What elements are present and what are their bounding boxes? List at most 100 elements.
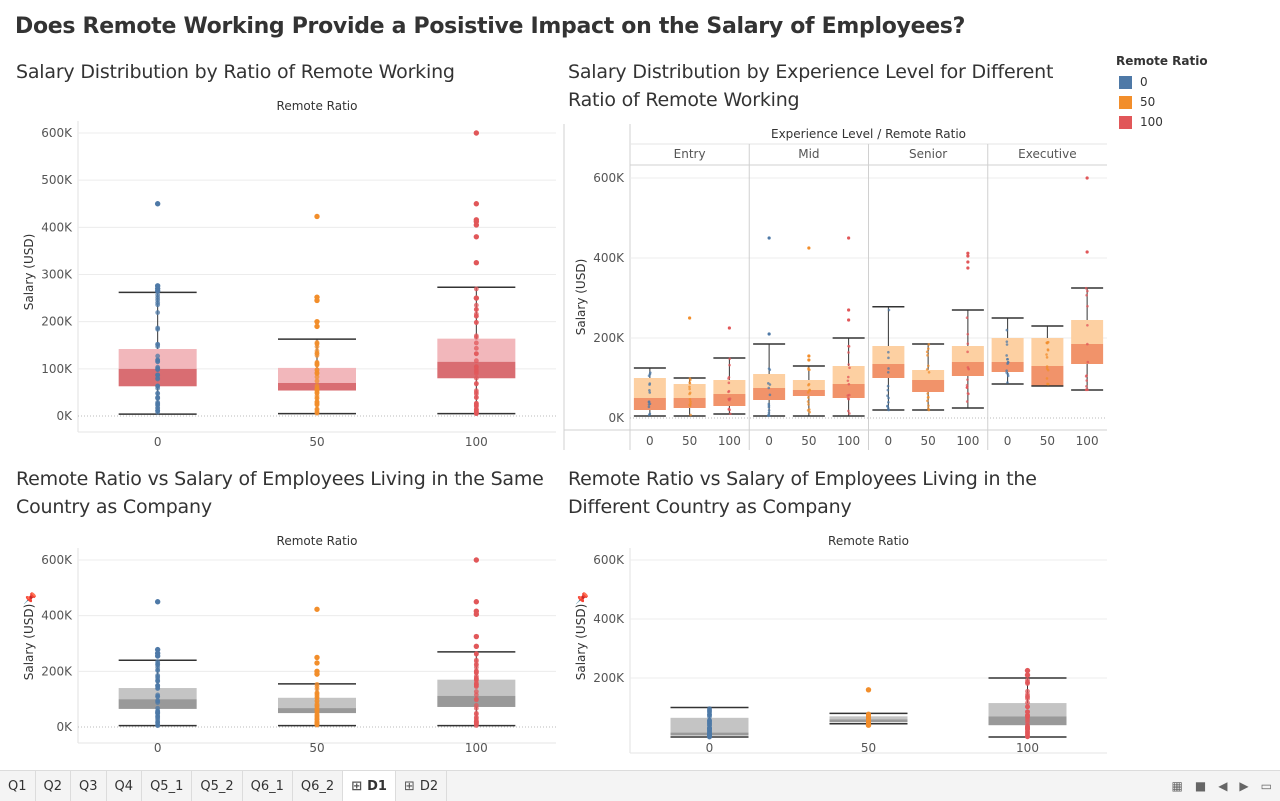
chart-2-point <box>967 367 970 371</box>
chart-2-point <box>767 402 771 406</box>
chart-4-ylabel: Salary (USD) <box>574 604 588 681</box>
chart-3-point <box>473 717 479 723</box>
legend-item-0[interactable]: 0 <box>1116 72 1208 92</box>
chart-1-point <box>314 371 320 377</box>
tab-q4[interactable]: Q4 <box>107 771 143 801</box>
chart-2-point <box>886 404 889 408</box>
chart-2-point <box>847 382 851 386</box>
chart-3-point <box>314 701 320 707</box>
tab-q6-1[interactable]: Q6_1 <box>243 771 293 801</box>
tab-d1[interactable]: ⊞ D1 <box>343 771 396 801</box>
chart-3-point <box>473 664 479 670</box>
chart-1-point <box>314 350 320 356</box>
chart-2-point <box>965 400 969 403</box>
tab-q6-2[interactable]: Q6_2 <box>293 771 344 801</box>
filmstrip-icon[interactable]: ■ <box>1194 779 1207 793</box>
chart-2-point <box>647 405 651 409</box>
chart-2-point <box>925 368 929 371</box>
chart-2-point <box>648 402 652 406</box>
chart-2-outlier <box>727 326 731 330</box>
tab-q3-label: Q3 <box>79 778 98 794</box>
chart-2-point <box>1006 374 1010 378</box>
chart-4-x-label: 0 <box>706 741 714 755</box>
chart-1-outlier <box>473 130 480 136</box>
chart-2-x-label: 50 <box>682 434 697 448</box>
next-sheet-icon[interactable]: ▶ <box>1239 779 1249 793</box>
tab-q2[interactable]: Q2 <box>36 771 72 801</box>
chart-2-point <box>689 413 692 417</box>
tab-d2[interactable]: ⊞ D2 <box>396 771 448 801</box>
chart-2-point <box>688 385 691 389</box>
legend-label-100: 100 <box>1140 115 1163 129</box>
tab-q3[interactable]: Q3 <box>71 771 107 801</box>
chart-2-group-label: Senior <box>909 147 947 161</box>
chart-2-box-lower <box>912 380 945 392</box>
chart-2-ytick-label: 0K <box>608 411 625 425</box>
chart-2-outlier <box>966 254 970 258</box>
chart-2-point <box>728 412 732 416</box>
tab-q5-2[interactable]: Q5_2 <box>192 771 243 801</box>
chart-2-x-label: 0 <box>765 434 773 448</box>
chart-2-outlier <box>807 246 811 250</box>
chart-3-header: Remote Ratio <box>277 534 358 548</box>
chart-2-point <box>806 409 810 412</box>
chart-2-point <box>1005 340 1009 343</box>
chart-3-x-label: 100 <box>465 741 488 755</box>
chart-3-outlier <box>154 653 161 659</box>
charts-canvas[interactable]: Remote Ratio0K100K200K300K400K500K600KSa… <box>0 0 1280 770</box>
chart-2-point <box>1006 357 1009 361</box>
tab-q1[interactable]: Q1 <box>0 771 36 801</box>
chart-2-point <box>728 357 731 361</box>
prev-sheet-icon[interactable]: ◀ <box>1218 779 1228 793</box>
chart-2-x-label: 50 <box>920 434 935 448</box>
chart-3-point <box>473 697 479 703</box>
chart-3-point <box>314 705 320 711</box>
pin-icon: 📌 <box>23 591 37 605</box>
chart-1-point <box>473 302 479 308</box>
chart-3-outlier <box>473 557 480 563</box>
legend-swatch-50 <box>1119 95 1132 109</box>
legend-item-100[interactable]: 100 <box>1116 112 1208 132</box>
legend[interactable]: Remote Ratio 0 50 100 <box>1116 54 1208 132</box>
chart-2-point <box>688 377 692 380</box>
chart-2-point <box>808 389 811 392</box>
chart-3-ytick-label: 200K <box>41 664 73 678</box>
chart-2-outlier <box>1085 176 1089 180</box>
legend-item-50[interactable]: 50 <box>1116 92 1208 112</box>
chart-2-point <box>647 413 651 417</box>
chart-2-box-upper <box>832 366 865 384</box>
grid-view-icon[interactable]: ▦ <box>1171 779 1183 793</box>
chart-2-group-label: Mid <box>798 147 819 161</box>
chart-4-x-label: 100 <box>1016 741 1039 755</box>
chart-1-ytick-label: 0K <box>56 409 73 423</box>
nav-controls: ▦ ■ ◀ ▶ ▭ <box>1172 771 1273 801</box>
chart-1-point <box>314 367 320 373</box>
chart-2-point <box>1086 323 1089 327</box>
chart-4-header: Remote Ratio <box>828 534 909 548</box>
chart-1-point <box>314 362 320 368</box>
chart-2-point <box>1086 342 1089 346</box>
chart-3-point <box>155 715 161 721</box>
chart-3-point <box>473 675 479 681</box>
chart-2-point <box>846 375 850 379</box>
chart-3-point <box>473 680 479 686</box>
chart-2-point <box>688 387 691 391</box>
chart-2-point <box>927 343 931 346</box>
chart-4-x-label: 50 <box>861 741 876 755</box>
chart-2-point <box>1045 367 1049 370</box>
chart-3-point <box>473 669 479 674</box>
tab-q5-1[interactable]: Q5_1 <box>142 771 193 801</box>
chart-2-point <box>887 408 890 412</box>
chart-2-point <box>1045 365 1049 368</box>
chart-2-point <box>927 370 931 374</box>
chart-2-point <box>727 390 730 394</box>
chart-2-point <box>688 404 692 408</box>
chart-2-box-lower <box>832 384 865 398</box>
chart-1-point <box>155 302 161 308</box>
chart-2-point <box>886 370 890 374</box>
chart-1-point <box>314 410 320 416</box>
presentation-icon[interactable]: ▭ <box>1260 779 1272 793</box>
chart-2-group-label: Executive <box>1018 147 1076 161</box>
chart-2-point <box>767 409 771 412</box>
chart-3-point <box>155 698 161 703</box>
